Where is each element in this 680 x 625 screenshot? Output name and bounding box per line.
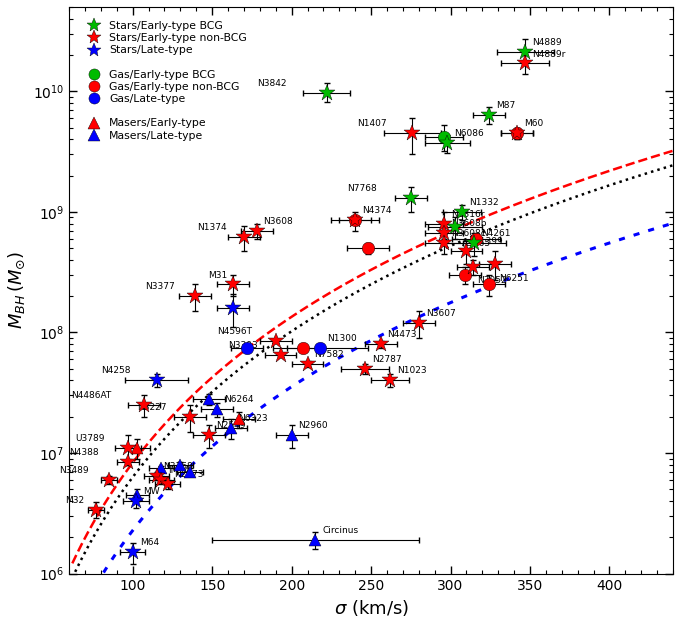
Text: N6264: N6264 <box>224 396 254 404</box>
Text: M87: M87 <box>496 101 515 109</box>
Text: Circinus: Circinus <box>322 526 358 535</box>
Text: N6251: N6251 <box>499 274 529 282</box>
Text: N4374: N4374 <box>362 206 392 216</box>
Text: N3368: N3368 <box>163 462 193 471</box>
Text: U3789: U3789 <box>75 434 105 443</box>
X-axis label: $\sigma$ (km/s): $\sigma$ (km/s) <box>334 598 409 618</box>
Text: N1399: N1399 <box>473 238 503 246</box>
Text: IM94: IM94 <box>168 466 190 475</box>
Text: N4596T: N4596T <box>218 327 252 336</box>
Text: N7582: N7582 <box>314 350 344 359</box>
Text: M60: M60 <box>524 119 543 128</box>
Text: N2273: N2273 <box>175 471 204 479</box>
Text: N4486AT: N4486AT <box>71 391 112 400</box>
Text: N3607: N3607 <box>426 309 456 318</box>
Text: N3842: N3842 <box>257 79 287 88</box>
Legend: Stars/Early-type BCG, Stars/Early-type non-BCG, Stars/Late-type, , Gas/Early-typ: Stars/Early-type BCG, Stars/Early-type n… <box>78 16 252 146</box>
Text: N4258: N4258 <box>101 366 131 376</box>
Text: MW: MW <box>143 487 159 496</box>
Y-axis label: $M_{BH}\,(M_{\odot})$: $M_{BH}\,(M_{\odot})$ <box>7 251 27 329</box>
Text: N4473: N4473 <box>388 330 417 339</box>
Text: N1374: N1374 <box>197 223 226 232</box>
Text: N3608c: N3608c <box>451 229 486 238</box>
Text: N3608: N3608 <box>264 217 293 226</box>
Text: N4261: N4261 <box>481 229 511 238</box>
Text: N1300: N1300 <box>327 334 357 342</box>
Text: N2549: N2549 <box>216 421 245 431</box>
Text: M64: M64 <box>139 539 158 548</box>
Text: N3227: N3227 <box>137 402 167 412</box>
Text: M31: M31 <box>208 271 227 279</box>
Text: A3565: A3565 <box>462 239 492 248</box>
Text: N2787: N2787 <box>372 355 401 364</box>
Text: M32: M32 <box>65 496 85 504</box>
Text: N1332: N1332 <box>469 198 498 207</box>
Text: N3608b: N3608b <box>451 219 487 228</box>
Text: N4889r: N4889r <box>532 49 566 59</box>
Text: N3393: N3393 <box>228 341 258 350</box>
Text: N7052: N7052 <box>477 276 507 286</box>
Text: N2960: N2960 <box>299 421 328 431</box>
Text: N6086: N6086 <box>454 129 484 138</box>
Text: N1023: N1023 <box>397 366 427 376</box>
Text: N1316r: N1316r <box>451 209 485 219</box>
Text: N1407: N1407 <box>357 119 386 128</box>
Text: N7768: N7768 <box>347 184 377 193</box>
Text: N3489: N3489 <box>59 466 88 475</box>
Text: N4889: N4889 <box>532 38 562 48</box>
Text: N6323: N6323 <box>238 414 268 424</box>
Text: N3377: N3377 <box>145 282 175 291</box>
Text: N4388: N4388 <box>69 448 99 457</box>
